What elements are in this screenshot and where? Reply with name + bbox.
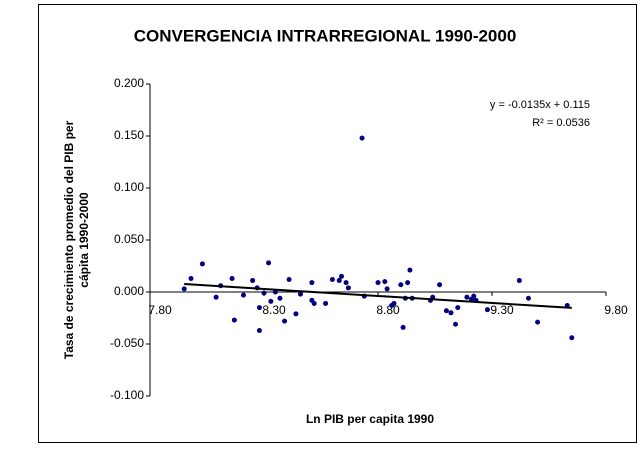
data-point [282,318,288,324]
data-point [256,305,262,311]
data-point [266,260,272,266]
y-axis-title-line: cápita 1990-2000 [77,192,91,288]
y-axis-title: Tasa de crecimiento promedio del PIB per… [62,120,91,359]
data-point [569,335,575,341]
data-point [277,295,283,301]
trendline [184,283,572,309]
x-tick-label: 7.80 [148,303,172,317]
data-point [336,278,342,284]
y-tick-label: 0.000 [114,284,144,298]
data-point [272,289,278,295]
data-point [407,267,413,273]
data-point [359,135,365,141]
data-point [293,311,299,317]
data-point [398,282,404,288]
y-tick-label: 0.150 [114,128,144,142]
x-tick-label: 8.80 [376,303,400,317]
trendline-equation: y = -0.0135x + 0.115 [490,99,590,111]
data-point [229,275,235,281]
trendline-r2: R² = 0.0536 [532,117,590,129]
data-point [345,285,351,291]
data-point [261,290,267,296]
x-tick-label: 8.30 [262,303,286,317]
data-point [405,280,411,286]
data-point [535,319,541,325]
data-point [240,292,246,298]
data-point [384,286,390,292]
data-point [329,277,335,283]
data-point [213,294,219,300]
data-point [453,321,459,327]
data-point [311,300,317,306]
data-point [525,295,531,301]
y-tick-label: 0.050 [114,232,144,246]
data-point [382,279,388,285]
data-point [484,307,490,313]
data-point [455,305,461,311]
x-tick-label: 9.30 [490,303,514,317]
y-tick-label: -0.100 [110,388,144,402]
data-point [471,293,477,299]
data-point [448,310,454,316]
data-point [323,300,329,306]
data-point [339,273,345,279]
data-point [256,327,262,333]
data-point [516,278,522,284]
y-tick-label: 0.100 [114,180,144,194]
data-point [343,280,349,286]
data-point [437,282,443,288]
chart-title: CONVERGENCIA INTRARREGIONAL 1990-2000 [134,26,517,45]
data-point [250,278,256,284]
data-point [297,291,303,297]
chart-border [38,4,637,443]
data-point [286,277,292,283]
data-point [188,275,194,281]
data-point [181,286,187,292]
data-point [400,324,406,330]
data-point [268,298,274,304]
data-point [443,308,449,314]
data-point [375,280,381,286]
data-point [231,317,237,323]
y-tick-label: -0.050 [110,336,144,350]
data-point [199,261,205,267]
y-tick-label: 0.200 [114,76,144,90]
data-point [464,294,470,300]
x-tick-label: 9.80 [604,303,628,317]
data-point [391,300,397,306]
y-axis-title-line: Tasa de crecimiento promedio del PIB per [62,120,76,359]
x-axis-title: Ln PIB per capita 1990 [306,412,434,426]
data-point [309,280,315,286]
